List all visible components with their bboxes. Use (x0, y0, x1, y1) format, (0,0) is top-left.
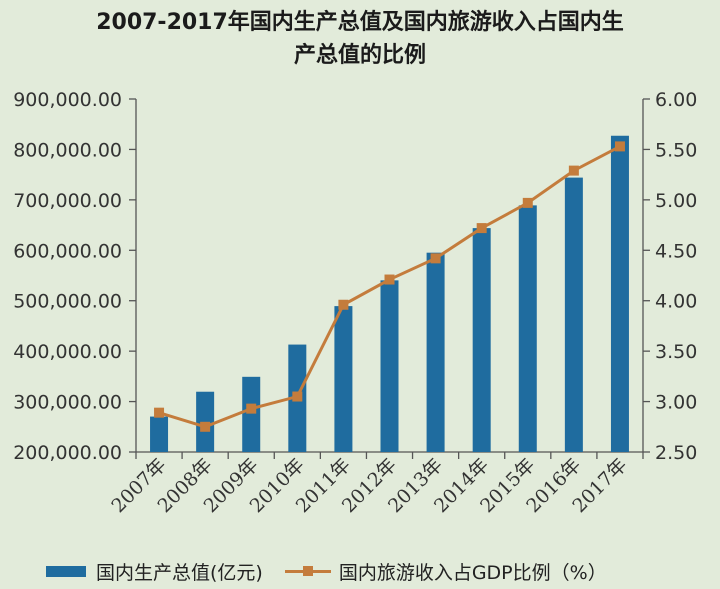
chart-legend: 国内生产总值(亿元) 国内旅游收入占GDP比例（%） (46, 556, 629, 586)
y-right-tick-label: 5.50 (655, 139, 697, 161)
legend-label-tourism-ratio: 国内旅游收入占GDP比例（%） (338, 561, 607, 584)
point-tourism-ratio (338, 299, 349, 310)
bar-gdp (426, 252, 445, 452)
bar-gdp (610, 135, 629, 452)
chart-title-line-1: 2007-2017年国内生产总值及国内旅游收入占国内生 (96, 10, 624, 35)
y-left-tick-label: 300,000.00 (13, 392, 122, 414)
point-tourism-ratio (154, 407, 165, 418)
y-right-tick-label: 3.00 (655, 392, 697, 414)
y-left-tick-label: 500,000.00 (13, 291, 122, 313)
y-right-tick-label: 4.50 (655, 240, 697, 262)
legend-line-swatch (284, 564, 331, 578)
y-left-tick-label: 600,000.00 (13, 240, 122, 262)
point-tourism-ratio (246, 403, 257, 414)
legend-label-gdp: 国内生产总值(亿元) (96, 561, 263, 584)
y-left-tick-label: 900,000.00 (13, 89, 122, 111)
bar-gdp (518, 205, 537, 452)
legend-item-tourism-ratio: 国内旅游收入占GDP比例（%） (284, 558, 607, 585)
legend-bar-swatch (46, 565, 86, 577)
point-tourism-ratio (384, 274, 395, 285)
y-right-tick-label: 2.50 (655, 442, 697, 464)
point-tourism-ratio (430, 253, 441, 264)
chart-title: 2007-2017年国内生产总值及国内旅游收入占国内生 产总值的比例 (0, 6, 720, 72)
bar-gdp (472, 228, 491, 452)
y-left-tick-label: 400,000.00 (13, 341, 122, 363)
y-right-tick-label: 3.50 (655, 341, 697, 363)
point-tourism-ratio (200, 421, 211, 432)
bar-gdp (564, 177, 583, 452)
bar-gdp (380, 280, 399, 452)
point-tourism-ratio (614, 141, 625, 152)
point-tourism-ratio (568, 165, 579, 176)
bar-gdp (150, 416, 169, 452)
bar-gdp (242, 376, 261, 452)
point-tourism-ratio (522, 197, 533, 208)
point-tourism-ratio (292, 391, 303, 402)
y-left-tick-label: 200,000.00 (13, 442, 122, 464)
point-tourism-ratio (476, 223, 487, 234)
chart-title-line-2: 产总值的比例 (293, 43, 426, 68)
bar-gdp (334, 306, 353, 452)
y-right-tick-label: 5.00 (655, 190, 697, 212)
y-right-tick-label: 4.00 (655, 291, 697, 313)
legend-item-gdp: 国内生产总值(亿元) (46, 558, 263, 585)
y-right-tick-label: 6.00 (655, 89, 697, 111)
y-left-tick-label: 800,000.00 (13, 139, 122, 161)
y-left-tick-label: 700,000.00 (13, 190, 122, 212)
